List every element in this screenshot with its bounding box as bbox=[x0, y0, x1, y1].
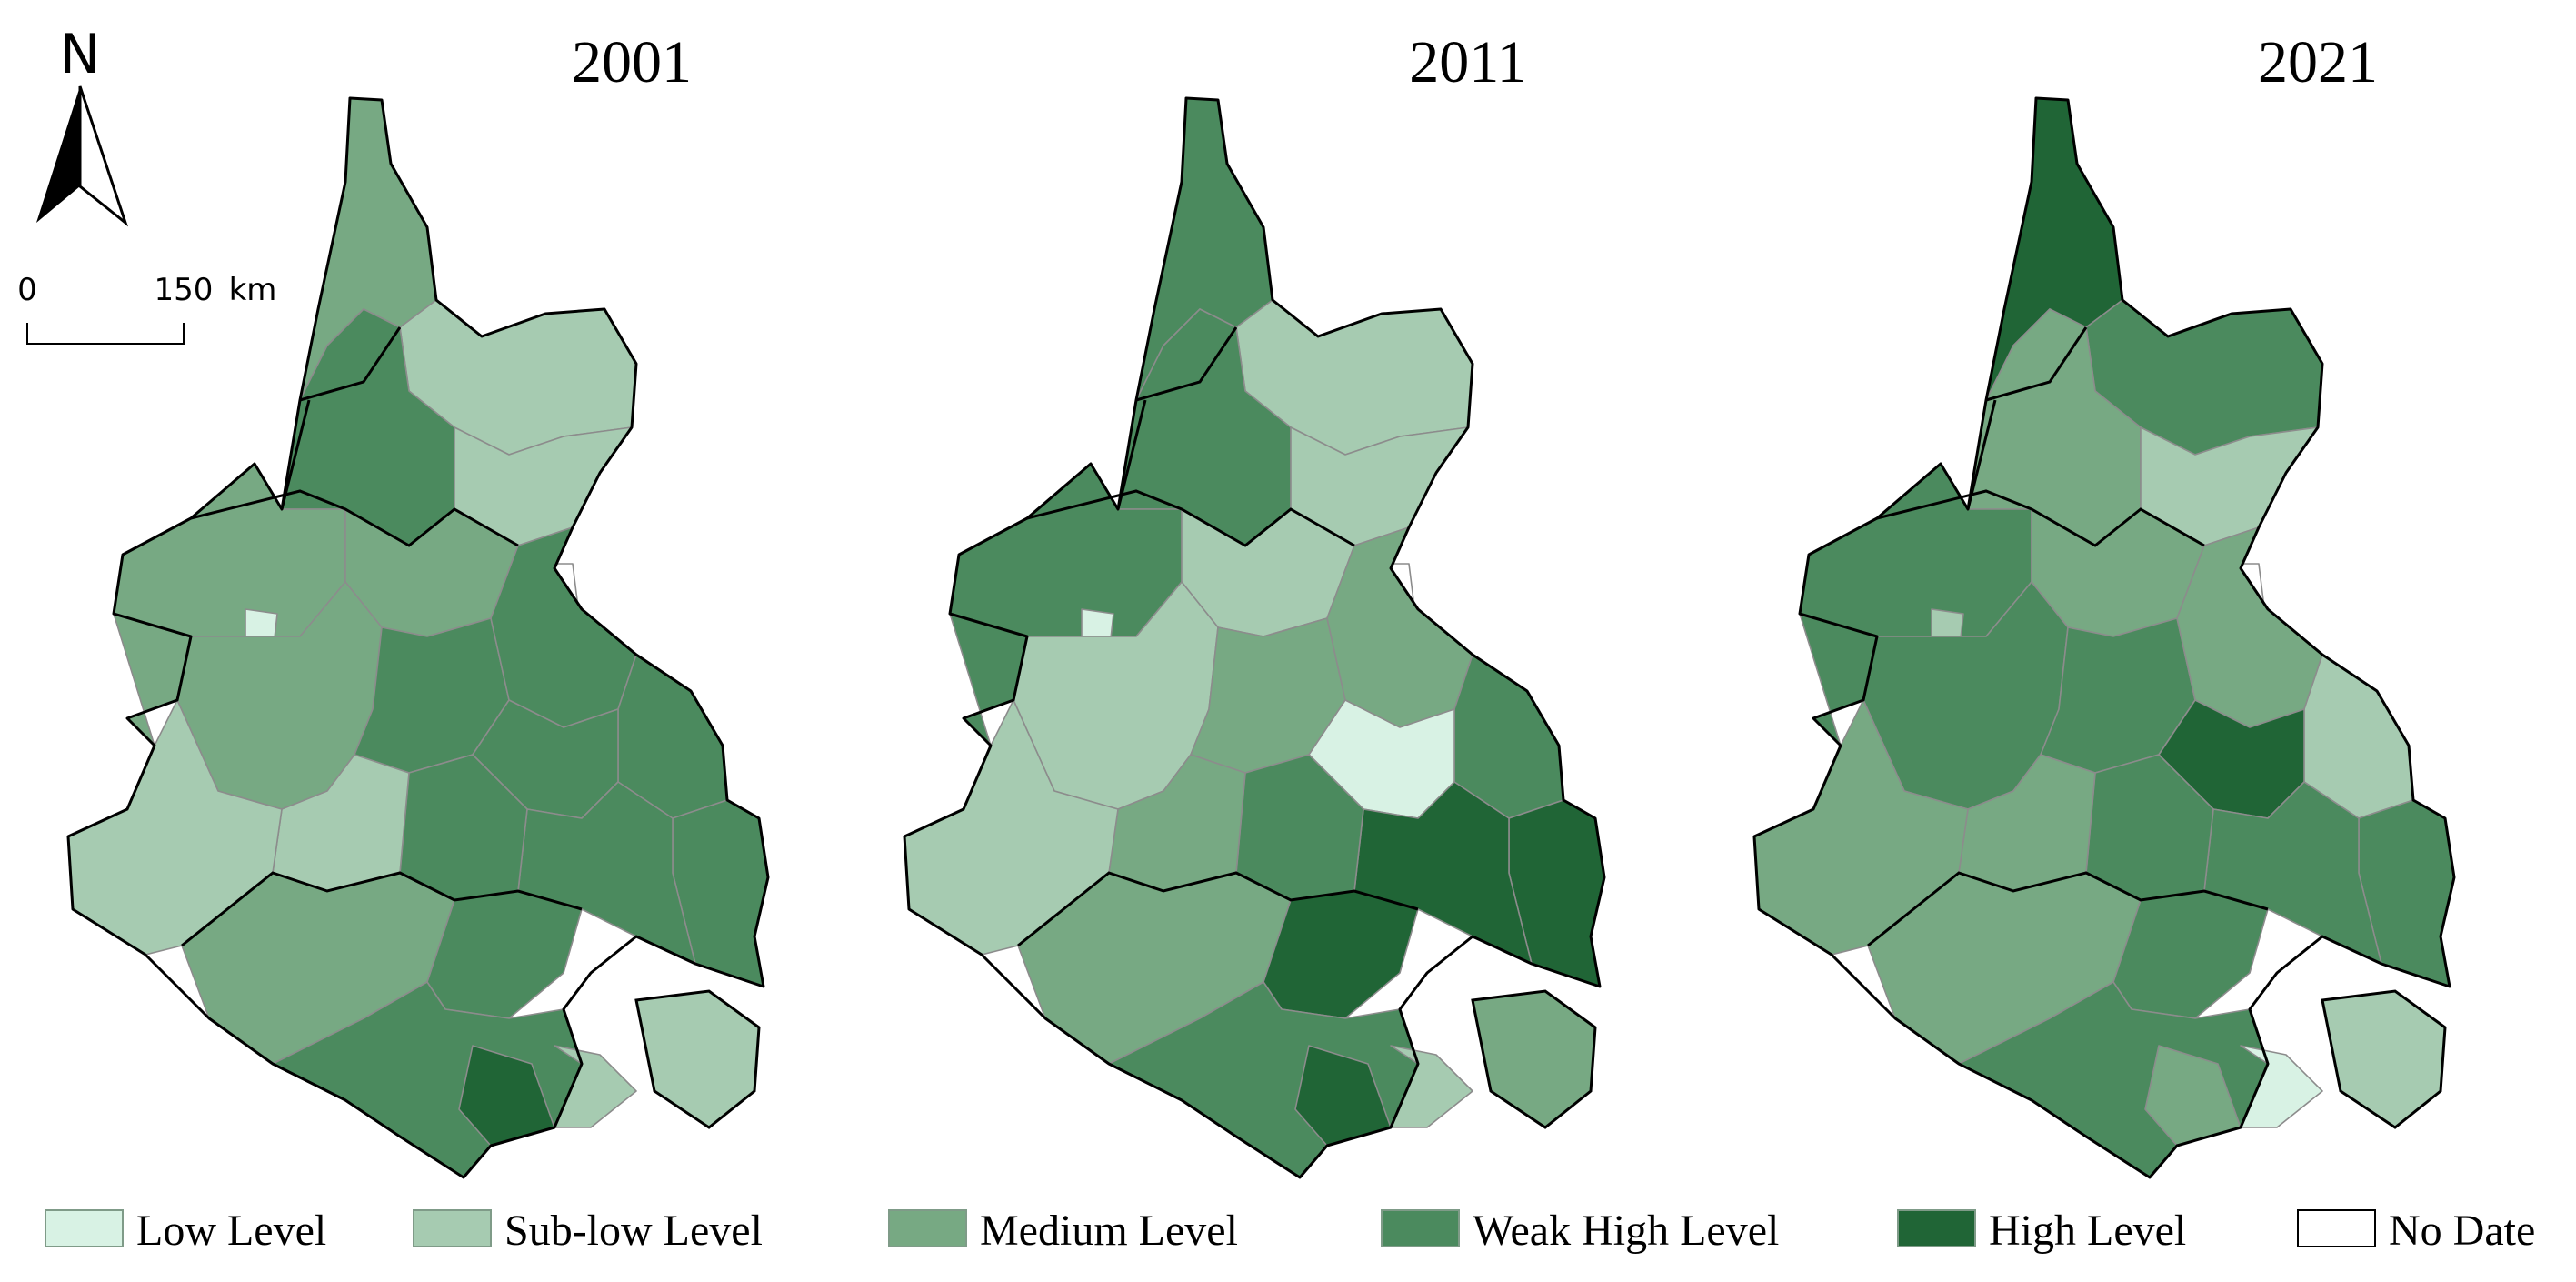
county-region bbox=[2321, 990, 2446, 1128]
legend-swatch bbox=[2297, 1209, 2376, 1247]
county-region bbox=[426, 890, 583, 1019]
legend-swatch bbox=[1897, 1209, 1976, 1247]
legend-item: No Date bbox=[2297, 1207, 2535, 1255]
legend-label: Weak High Level bbox=[1473, 1207, 1779, 1255]
map-panel-2011: 2011 bbox=[903, 29, 1606, 1179]
southern-territory-outline bbox=[1471, 989, 1597, 1129]
county-region bbox=[2112, 890, 2269, 1019]
southern-territory-outline bbox=[634, 989, 761, 1129]
provincial-boundary bbox=[181, 326, 583, 947]
legend-item: Medium Level bbox=[888, 1207, 1238, 1255]
scale-end-label: 150 bbox=[155, 272, 214, 308]
legend-item: Low Level bbox=[45, 1207, 326, 1255]
legend-label: High Level bbox=[1989, 1207, 2186, 1255]
county-region bbox=[1472, 990, 1596, 1128]
map-panels: 2001 2011 2021 bbox=[66, 29, 2456, 1179]
north-letter: N bbox=[60, 23, 101, 86]
legend-item: Weak High Level bbox=[1381, 1207, 1779, 1255]
map-panel-2001: 2001 bbox=[66, 29, 770, 1179]
legend-label: Sub-low Level bbox=[504, 1207, 763, 1255]
north-arrow: N bbox=[36, 23, 129, 227]
scale-start-label: 0 bbox=[17, 272, 37, 308]
legend-label: Low Level bbox=[136, 1207, 326, 1255]
scale-bar-line bbox=[26, 323, 185, 345]
provincial-boundary bbox=[1867, 326, 2269, 947]
legend-swatch bbox=[1381, 1209, 1460, 1247]
map-panel-2021: 2021 bbox=[1752, 29, 2456, 1179]
legend-swatch bbox=[45, 1209, 124, 1247]
legend-item: High Level bbox=[1897, 1207, 2186, 1255]
map-title-2021: 2021 bbox=[2258, 29, 2378, 95]
scale-unit-label: km bbox=[229, 272, 277, 308]
county-region bbox=[635, 990, 760, 1128]
legend: Low Level Sub-low Level Medium Level Weak H… bbox=[45, 1207, 2535, 1255]
southern-territory-outline bbox=[2321, 989, 2447, 1129]
legend-item: Sub-low Level bbox=[413, 1207, 763, 1255]
county-region bbox=[1263, 890, 1419, 1019]
scale-bar: 0 150 km bbox=[17, 272, 277, 345]
legend-swatch bbox=[413, 1209, 492, 1247]
map-title-2011: 2011 bbox=[1409, 29, 1527, 95]
legend-swatch bbox=[888, 1209, 967, 1247]
provincial-boundary bbox=[1017, 326, 1419, 947]
north-arrow-icon bbox=[36, 85, 129, 227]
map-title-2001: 2001 bbox=[572, 29, 692, 95]
legend-label: Medium Level bbox=[980, 1207, 1238, 1255]
legend-label: No Date bbox=[2389, 1207, 2535, 1255]
